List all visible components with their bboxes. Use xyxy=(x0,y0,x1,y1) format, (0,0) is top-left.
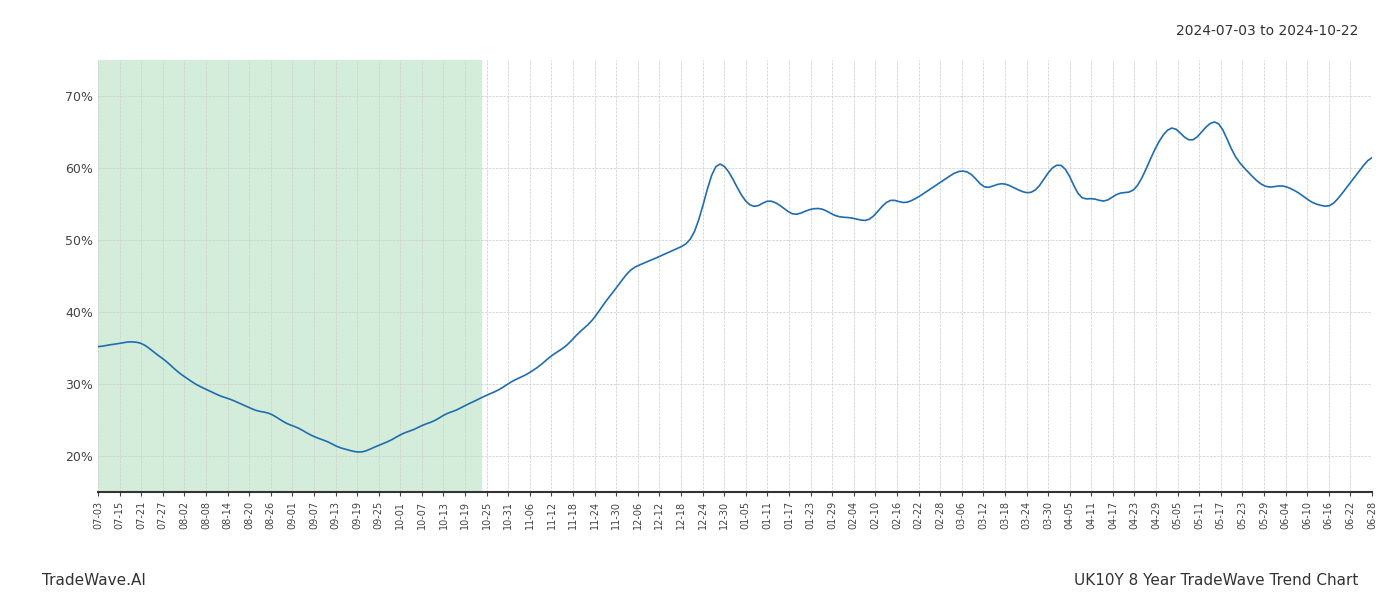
Bar xyxy=(98,60,482,492)
Text: UK10Y 8 Year TradeWave Trend Chart: UK10Y 8 Year TradeWave Trend Chart xyxy=(1074,573,1358,588)
Text: TradeWave.AI: TradeWave.AI xyxy=(42,573,146,588)
Text: 2024-07-03 to 2024-10-22: 2024-07-03 to 2024-10-22 xyxy=(1176,24,1358,38)
